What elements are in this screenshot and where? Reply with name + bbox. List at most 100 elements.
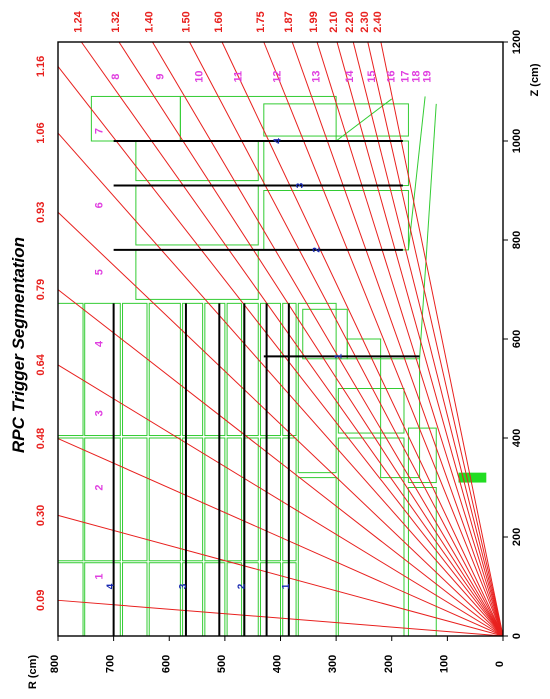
- eta-line-left: [57, 599, 504, 637]
- eta-label-left: 0.93: [35, 202, 47, 223]
- eta-line-top: [189, 41, 504, 637]
- z-tick-label: 400: [511, 429, 523, 447]
- eta-line-left: [57, 289, 504, 637]
- tower-number: 11: [233, 71, 245, 83]
- detector-outline: [148, 562, 181, 637]
- r-tick-label: 600: [160, 655, 172, 673]
- detector-outline: [57, 437, 84, 562]
- barrel-station-number: 1: [281, 583, 292, 589]
- eta-label-top: 1.40: [143, 11, 155, 32]
- eta-label-left: 1.06: [35, 122, 47, 143]
- barrel-station-number: 2: [236, 583, 247, 589]
- detector-outline: [57, 562, 84, 637]
- eta-lines: [57, 41, 504, 637]
- detector-outline: [135, 185, 259, 246]
- r-tick-label: 800: [49, 655, 61, 673]
- eta-line-top: [380, 41, 504, 637]
- r-tick-label: 200: [383, 655, 395, 673]
- endcap-station-number: 3: [295, 182, 306, 188]
- detector-outline: [135, 140, 259, 182]
- tower-number: 15: [366, 71, 378, 83]
- figure-title: RPC Trigger Segmentation: [9, 237, 28, 453]
- z-tick-label: 200: [511, 528, 523, 546]
- detector-outline: [337, 388, 405, 434]
- endcap-station-number: 1: [334, 353, 345, 359]
- eta-label-top: 1.60: [213, 11, 225, 32]
- eta-label-top: 1.99: [308, 11, 320, 32]
- r-tick-label: 300: [327, 655, 339, 673]
- detector-outline: [84, 302, 121, 437]
- detector-outline: [135, 249, 259, 300]
- eta-line-left: [57, 211, 504, 637]
- tower-number: 1: [94, 574, 106, 580]
- eta-label-left: 0.48: [35, 428, 47, 449]
- detector-outline: [243, 302, 259, 437]
- eta-line-top: [263, 41, 504, 637]
- barrel-station-number: 4: [106, 583, 117, 589]
- tower-number: 18: [411, 71, 423, 83]
- eta-label-top: 1.24: [72, 10, 84, 32]
- tower-number: 12: [272, 71, 284, 83]
- eta-label-top: 1.50: [181, 11, 193, 32]
- detector-outline: [182, 437, 204, 562]
- labels-layer: 0.09 0.30 0.48 0.64 0.79 0.93 1.06 1.16 1.24 1.32…: [35, 10, 434, 611]
- eta-label-top: 1.75: [255, 11, 267, 32]
- eta-label-left: 1.16: [35, 56, 47, 77]
- tower-number: 7: [94, 128, 106, 134]
- detector-outline: [57, 302, 84, 437]
- tower-number: 6: [94, 202, 106, 208]
- eta-line-left: [57, 438, 504, 637]
- tower-number: 2: [94, 484, 106, 490]
- eta-line-left: [57, 132, 504, 637]
- tower-number: 10: [194, 71, 206, 83]
- detector-outline: [204, 562, 226, 637]
- detector-outline: [243, 437, 259, 562]
- endcap-edge: [419, 103, 437, 359]
- eta-label-top: 2.20: [344, 11, 356, 32]
- tower-number: 9: [155, 74, 167, 80]
- eta-label-left: 0.09: [35, 590, 47, 611]
- eta-label-top: 2.10: [328, 11, 340, 32]
- tower-number: 4: [94, 340, 106, 347]
- eta-line-left: [57, 66, 504, 637]
- endcap-station-number: 4: [273, 138, 284, 144]
- detector-outline: [259, 302, 282, 437]
- eta-line-left: [57, 514, 504, 637]
- detector-outline: [148, 437, 181, 562]
- green-bar: [458, 472, 487, 483]
- eta-line-left: [57, 364, 504, 637]
- detector-geometry: [57, 95, 487, 637]
- detector-outline: [226, 437, 243, 562]
- endcap-station-number: 2: [311, 247, 322, 253]
- eta-label-top: 2.30: [359, 11, 371, 32]
- endcap-edge: [335, 98, 393, 142]
- endcap-edge: [407, 96, 426, 250]
- z-tick-label: 600: [511, 330, 523, 348]
- z-tick-label: 0: [511, 633, 523, 639]
- detector-outline: [122, 302, 148, 437]
- tower-number: 14: [344, 70, 356, 83]
- z-axis-label: Z (cm): [529, 63, 541, 96]
- eta-label-top: 1.87: [283, 11, 295, 32]
- detector-outline: [259, 562, 282, 637]
- eta-label-left: 0.30: [35, 505, 47, 526]
- detector-outline: [226, 302, 243, 437]
- detector-outline: [84, 437, 121, 562]
- chamber-lines: [112, 140, 420, 636]
- r-tick-label: 700: [105, 655, 117, 673]
- barrel-station-number: 3: [178, 583, 189, 589]
- detector-outline: [302, 308, 348, 360]
- r-tick-label: 400: [272, 655, 284, 673]
- detector-outline: [297, 302, 337, 474]
- detector-outline: [122, 437, 148, 562]
- detector-outline: [122, 562, 148, 637]
- eta-line-top: [291, 41, 504, 637]
- tower-number: 19: [422, 71, 434, 83]
- tower-number: 17: [399, 71, 411, 83]
- detector-outline: [243, 562, 259, 637]
- r-tick-label: 0: [494, 661, 506, 667]
- detector-outline: [259, 437, 282, 562]
